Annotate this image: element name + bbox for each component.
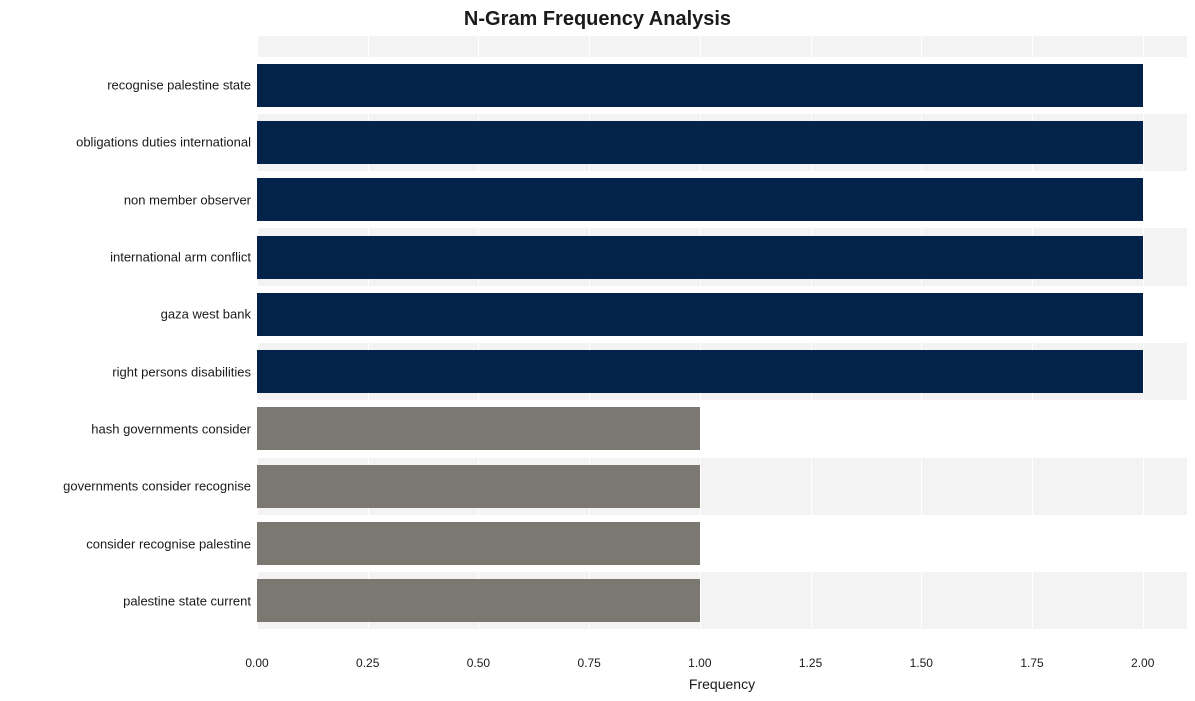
ngram-frequency-chart: N-Gram Frequency Analysis recognise pale… bbox=[0, 0, 1195, 701]
y-tick-label: palestine state current bbox=[123, 593, 251, 608]
bar bbox=[257, 236, 1143, 279]
y-tick-label: recognise palestine state bbox=[107, 78, 251, 93]
x-tick-label: 1.25 bbox=[799, 656, 822, 670]
bar bbox=[257, 350, 1143, 393]
x-tick-label: 0.00 bbox=[245, 656, 268, 670]
x-tick-label: 1.50 bbox=[910, 656, 933, 670]
x-tick-label: 0.25 bbox=[356, 656, 379, 670]
y-tick-label: obligations duties international bbox=[76, 135, 251, 150]
grid-band bbox=[257, 36, 1187, 57]
bar bbox=[257, 522, 700, 565]
bar bbox=[257, 407, 700, 450]
bar bbox=[257, 64, 1143, 107]
y-tick-label: hash governments consider bbox=[91, 421, 251, 436]
y-tick-label: gaza west bank bbox=[161, 307, 251, 322]
plot-area bbox=[257, 36, 1187, 650]
grid-band bbox=[257, 630, 1187, 651]
grid-line bbox=[1143, 36, 1144, 650]
x-tick-label: 1.75 bbox=[1020, 656, 1043, 670]
y-tick-label: consider recognise palestine bbox=[86, 536, 251, 551]
x-tick-label: 2.00 bbox=[1131, 656, 1154, 670]
y-tick-label: international arm conflict bbox=[110, 250, 251, 265]
y-tick-label: non member observer bbox=[124, 192, 251, 207]
bar bbox=[257, 121, 1143, 164]
bar bbox=[257, 178, 1143, 221]
x-tick-label: 0.75 bbox=[577, 656, 600, 670]
x-tick-label: 0.50 bbox=[467, 656, 490, 670]
x-tick-label: 1.00 bbox=[688, 656, 711, 670]
x-axis-title: Frequency bbox=[257, 676, 1187, 692]
bar bbox=[257, 293, 1143, 336]
bar bbox=[257, 465, 700, 508]
y-tick-label: governments consider recognise bbox=[63, 479, 251, 494]
bar bbox=[257, 579, 700, 622]
chart-title: N-Gram Frequency Analysis bbox=[0, 8, 1195, 31]
y-tick-label: right persons disabilities bbox=[112, 364, 251, 379]
